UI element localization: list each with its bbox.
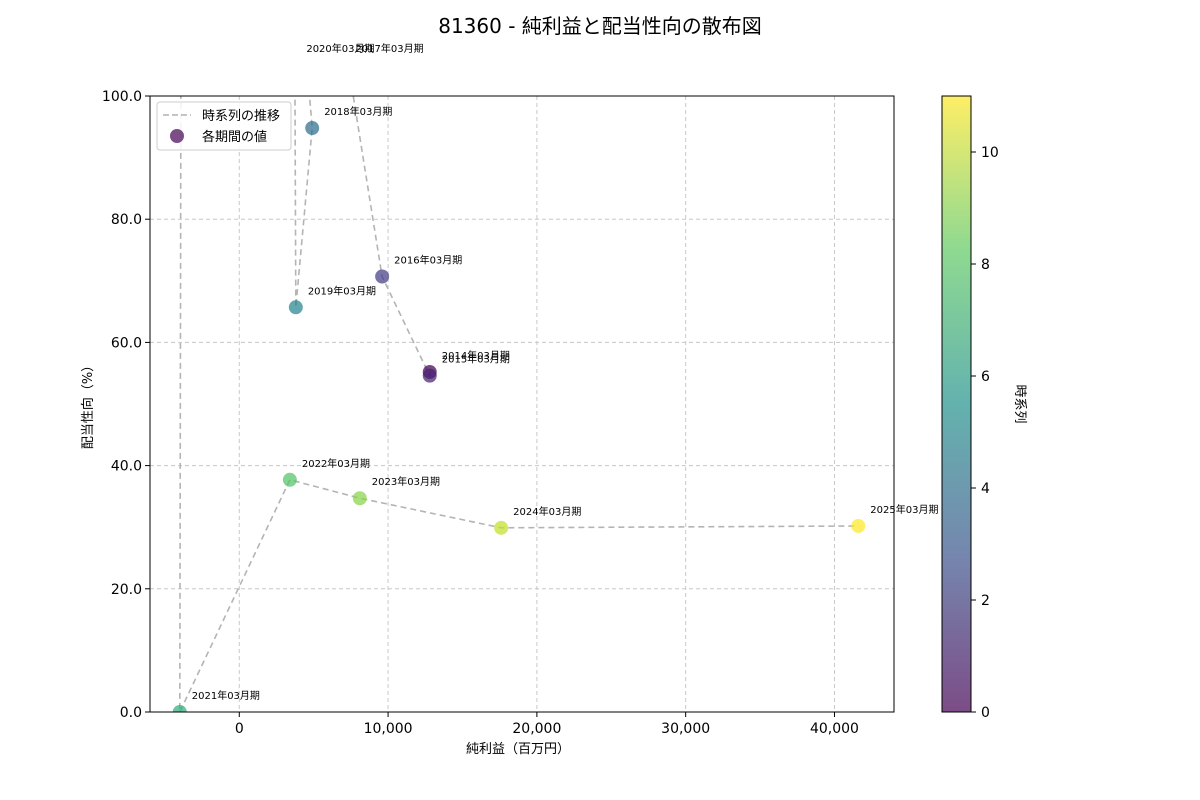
point-label: 2020年03月期 [306, 42, 374, 55]
legend-marker-swatch [170, 129, 184, 143]
x-axis-ticks: 0 10,000 20,000 30,000 40,000 [235, 712, 859, 737]
data-point [336, 27, 350, 41]
colorbar-tick-label: 2 [981, 593, 990, 609]
chart-title: 81360 - 純利益と配当性向の散布図 [438, 14, 762, 38]
data-point [422, 368, 437, 383]
data-point [494, 520, 509, 535]
point-label: 2022年03月期 [302, 457, 370, 470]
plot-frame [149, 95, 895, 713]
legend: 時系列の推移 各期間の値 [156, 101, 292, 151]
trend-line-layer [179, 96, 859, 712]
x-axis-label: 純利益（百万円） [466, 742, 570, 757]
colorbar-tick-label: 0 [981, 705, 990, 721]
y-tick-label: 0.0 [120, 705, 142, 721]
x-tick-label: 30,000 [661, 721, 710, 737]
y-tick-label: 80.0 [111, 212, 142, 228]
data-point [305, 121, 320, 136]
data-point [172, 705, 187, 712]
point-label: 2014年03月期 [442, 349, 510, 362]
x-tick-label: 40,000 [810, 721, 859, 737]
colorbar-label: 時系列 [1012, 384, 1027, 423]
point-label: 2025年03月期 [870, 503, 938, 516]
points-layer [172, 27, 866, 712]
data-point [288, 300, 303, 315]
colorbar: 0 2 4 6 8 10 時系列 [941, 95, 1027, 721]
y-tick-label: 60.0 [111, 335, 142, 351]
colorbar-ticks: 0 2 4 6 8 10 [971, 145, 999, 721]
point-label: 2018年03月期 [324, 105, 392, 118]
colorbar-tick-label: 8 [981, 257, 990, 273]
colorbar-gradient [941, 95, 972, 713]
point-label: 2017年03月期 [355, 42, 423, 55]
point-label: 2019年03月期 [308, 284, 376, 297]
trend-line [179, 96, 859, 712]
colorbar-tick-label: 10 [981, 145, 999, 161]
y-tick-label: 100.0 [102, 89, 142, 105]
point-label: 2024年03月期 [513, 505, 581, 518]
y-tick-label: 20.0 [111, 582, 142, 598]
data-point [352, 491, 367, 506]
x-tick-label: 10,000 [364, 721, 413, 737]
data-point [375, 269, 390, 284]
data-point [851, 518, 866, 533]
point-label: 2016年03月期 [394, 253, 462, 266]
data-point [282, 472, 297, 487]
legend-box [156, 101, 292, 151]
point-label: 2023年03月期 [372, 475, 440, 488]
y-tick-label: 40.0 [111, 459, 142, 475]
colorbar-tick-label: 6 [981, 369, 990, 385]
legend-label-values: 各期間の値 [202, 129, 267, 145]
point-label: 2015年03月期 [442, 353, 510, 366]
y-axis-label: 配当性向（%） [80, 359, 96, 449]
x-tick-label: 0 [235, 721, 244, 737]
x-tick-label: 20,000 [512, 721, 561, 737]
point-label: 2021年03月期 [192, 689, 260, 702]
grid-layer [150, 95, 894, 713]
legend-label-trend: 時系列の推移 [202, 109, 280, 124]
colorbar-tick-label: 4 [981, 481, 990, 497]
y-axis-ticks: 0.0 20.0 40.0 60.0 80.0 100.0 [102, 89, 150, 721]
